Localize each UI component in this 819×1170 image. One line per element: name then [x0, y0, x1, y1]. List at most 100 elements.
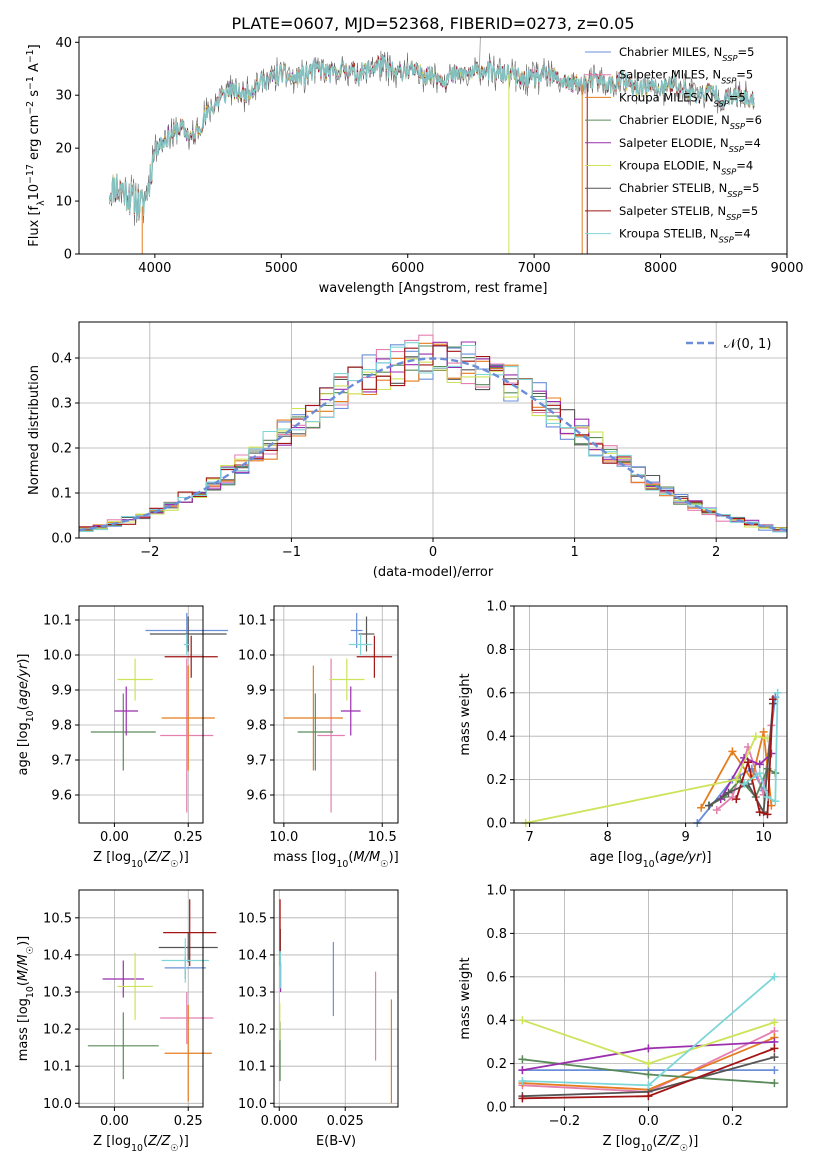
x-axis-label: Z [log10(Z/Z☉)]	[603, 1134, 699, 1154]
ebv_mass-panel	[274, 890, 398, 1107]
y-axis-label: mass [log10(M/M☉)]	[16, 936, 36, 1062]
y-tick-label: 10.3	[238, 986, 267, 1001]
y-tick-label: 1.0	[486, 884, 507, 899]
spectrum-frame	[78, 36, 788, 255]
legend-entry: Salpeter MILES, NSSP=5	[619, 68, 753, 86]
x-tick-label: 7000	[518, 261, 551, 276]
weight-point-marker	[644, 1081, 653, 1090]
y-axis-label: age [log10(age/yr)]	[16, 653, 36, 775]
y-axis-label: Flux [fλ10−17 erg cm−2 s−1 A−1]	[25, 44, 47, 246]
histogram-content	[78, 334, 788, 533]
x-tick-label: 10	[755, 830, 772, 845]
y-tick-label: 0.8	[486, 643, 507, 658]
x-axis-label: (data-model)/error	[373, 565, 494, 580]
weight-series-line	[719, 752, 773, 800]
x-axis-label: Z [log10(Z/Z☉)]	[93, 1134, 189, 1154]
y-tick-label: 10.1	[238, 1060, 267, 1075]
legend-entry: Salpeter STELIB, NSSP=5	[619, 204, 758, 222]
weight-point-marker	[770, 1044, 779, 1053]
weight-point-marker	[518, 1094, 527, 1103]
weight-point-marker	[518, 1066, 527, 1075]
weight-point-marker	[771, 797, 780, 806]
y-tick-label: 30	[55, 89, 72, 104]
y-tick-label: 9.7	[51, 754, 72, 769]
y-tick-label: 0.2	[486, 773, 507, 788]
x-tick-label: 0.025	[327, 1114, 364, 1129]
y-tick-label: 10.5	[238, 911, 267, 926]
y-tick-label: 10.2	[238, 1023, 267, 1038]
y-tick-label: 10.0	[238, 1097, 267, 1112]
weight-point-marker	[755, 760, 764, 769]
x-tick-label: 5000	[265, 261, 298, 276]
legend-entry: Chabrier MILES, NSSP=5	[619, 45, 754, 63]
figure-title: PLATE=0607, MJD=52368, FIBERID=0273, z=0…	[231, 14, 634, 33]
weight-point-marker	[770, 972, 779, 981]
x-tick-label: 0.2	[722, 1114, 743, 1129]
y-tick-label: 0.1	[51, 487, 72, 502]
weight-point-marker	[644, 1092, 653, 1101]
x-tick-label: 0.0	[638, 1114, 659, 1129]
x-tick-label: 0.25	[174, 830, 203, 845]
weight-point-marker	[644, 1070, 653, 1079]
x-tick-label: 8000	[644, 261, 677, 276]
weight-point-marker	[755, 769, 764, 778]
y-tick-label: 0.0	[51, 532, 72, 547]
y-tick-label: 0.4	[51, 352, 72, 367]
y-tick-label: 0	[64, 248, 72, 263]
weight-series-line	[525, 735, 768, 824]
x-tick-label: 10.5	[368, 830, 397, 845]
y-axis-label: Normed distribution	[27, 365, 42, 495]
weight-point-marker	[770, 1066, 779, 1075]
y-tick-label: 10.5	[43, 911, 72, 926]
weight-point-marker	[763, 792, 772, 801]
x-tick-label: 0.00	[100, 1114, 129, 1129]
x-tick-label: 0.000	[261, 1114, 298, 1129]
ebv_mass-content	[279, 899, 393, 1104]
x-tick-label: 9	[681, 830, 689, 845]
y-tick-label: 9.6	[246, 789, 267, 804]
z_mass-frame	[78, 889, 204, 1108]
y-tick-label: 9.7	[246, 754, 267, 769]
y-tick-label: 10.1	[238, 614, 267, 629]
legend-entry: Chabrier ELODIE, NSSP=6	[619, 113, 762, 131]
legend-entry: Salpeter ELODIE, NSSP=4	[619, 136, 761, 154]
x-tick-label: −1	[282, 545, 301, 560]
z_age-content	[90, 613, 229, 813]
x-tick-label: 1	[570, 545, 578, 560]
mass_age-panel	[274, 606, 398, 823]
z_age-frame	[78, 605, 204, 824]
weight-point-marker	[759, 727, 768, 736]
plot-layer: 4000 5000 6000 7000 8000 9000010203040wavelen…	[16, 36, 804, 1154]
x-tick-label: 8	[603, 830, 611, 845]
x-tick-label: 9000	[770, 261, 803, 276]
y-axis-label: mass weight	[458, 957, 473, 1039]
x-tick-label: 0.00	[100, 830, 129, 845]
weight-point-marker	[744, 758, 752, 767]
weight-point-marker	[770, 1079, 779, 1088]
y-tick-label: 10.4	[238, 948, 267, 963]
weight-point-marker	[518, 1016, 527, 1025]
y-tick-label: 0.4	[486, 730, 507, 745]
spectrum-content	[108, 36, 755, 254]
y-tick-label: 10.1	[43, 1060, 72, 1075]
weight-point-marker	[740, 779, 749, 788]
y-tick-label: 0.4	[486, 1014, 507, 1029]
y-tick-label: 10.0	[43, 649, 72, 664]
legend-entry: Kroupa STELIB, NSSP=4	[619, 227, 751, 245]
y-tick-label: 9.8	[246, 719, 267, 734]
x-tick-label: −0.2	[549, 1114, 581, 1129]
x-tick-label: 0	[429, 545, 437, 560]
y-axis-label: mass weight	[458, 673, 473, 755]
weight-point-marker	[773, 688, 782, 697]
spectrum-emission	[478, 36, 481, 75]
weight-point-marker	[732, 775, 741, 784]
x-axis-label: E(B-V)	[316, 1134, 356, 1149]
x-axis-label: wavelength [Angstrom, rest frame]	[319, 281, 548, 296]
weight-point-marker	[763, 810, 772, 819]
weight-point-marker	[518, 1055, 527, 1064]
weight-point-marker	[712, 805, 721, 814]
x-axis-label: mass [log10(M/M☉)]	[273, 850, 399, 870]
y-tick-label: 40	[55, 36, 72, 51]
legend-entry: Kroupa ELODIE, NSSP=4	[619, 159, 753, 177]
